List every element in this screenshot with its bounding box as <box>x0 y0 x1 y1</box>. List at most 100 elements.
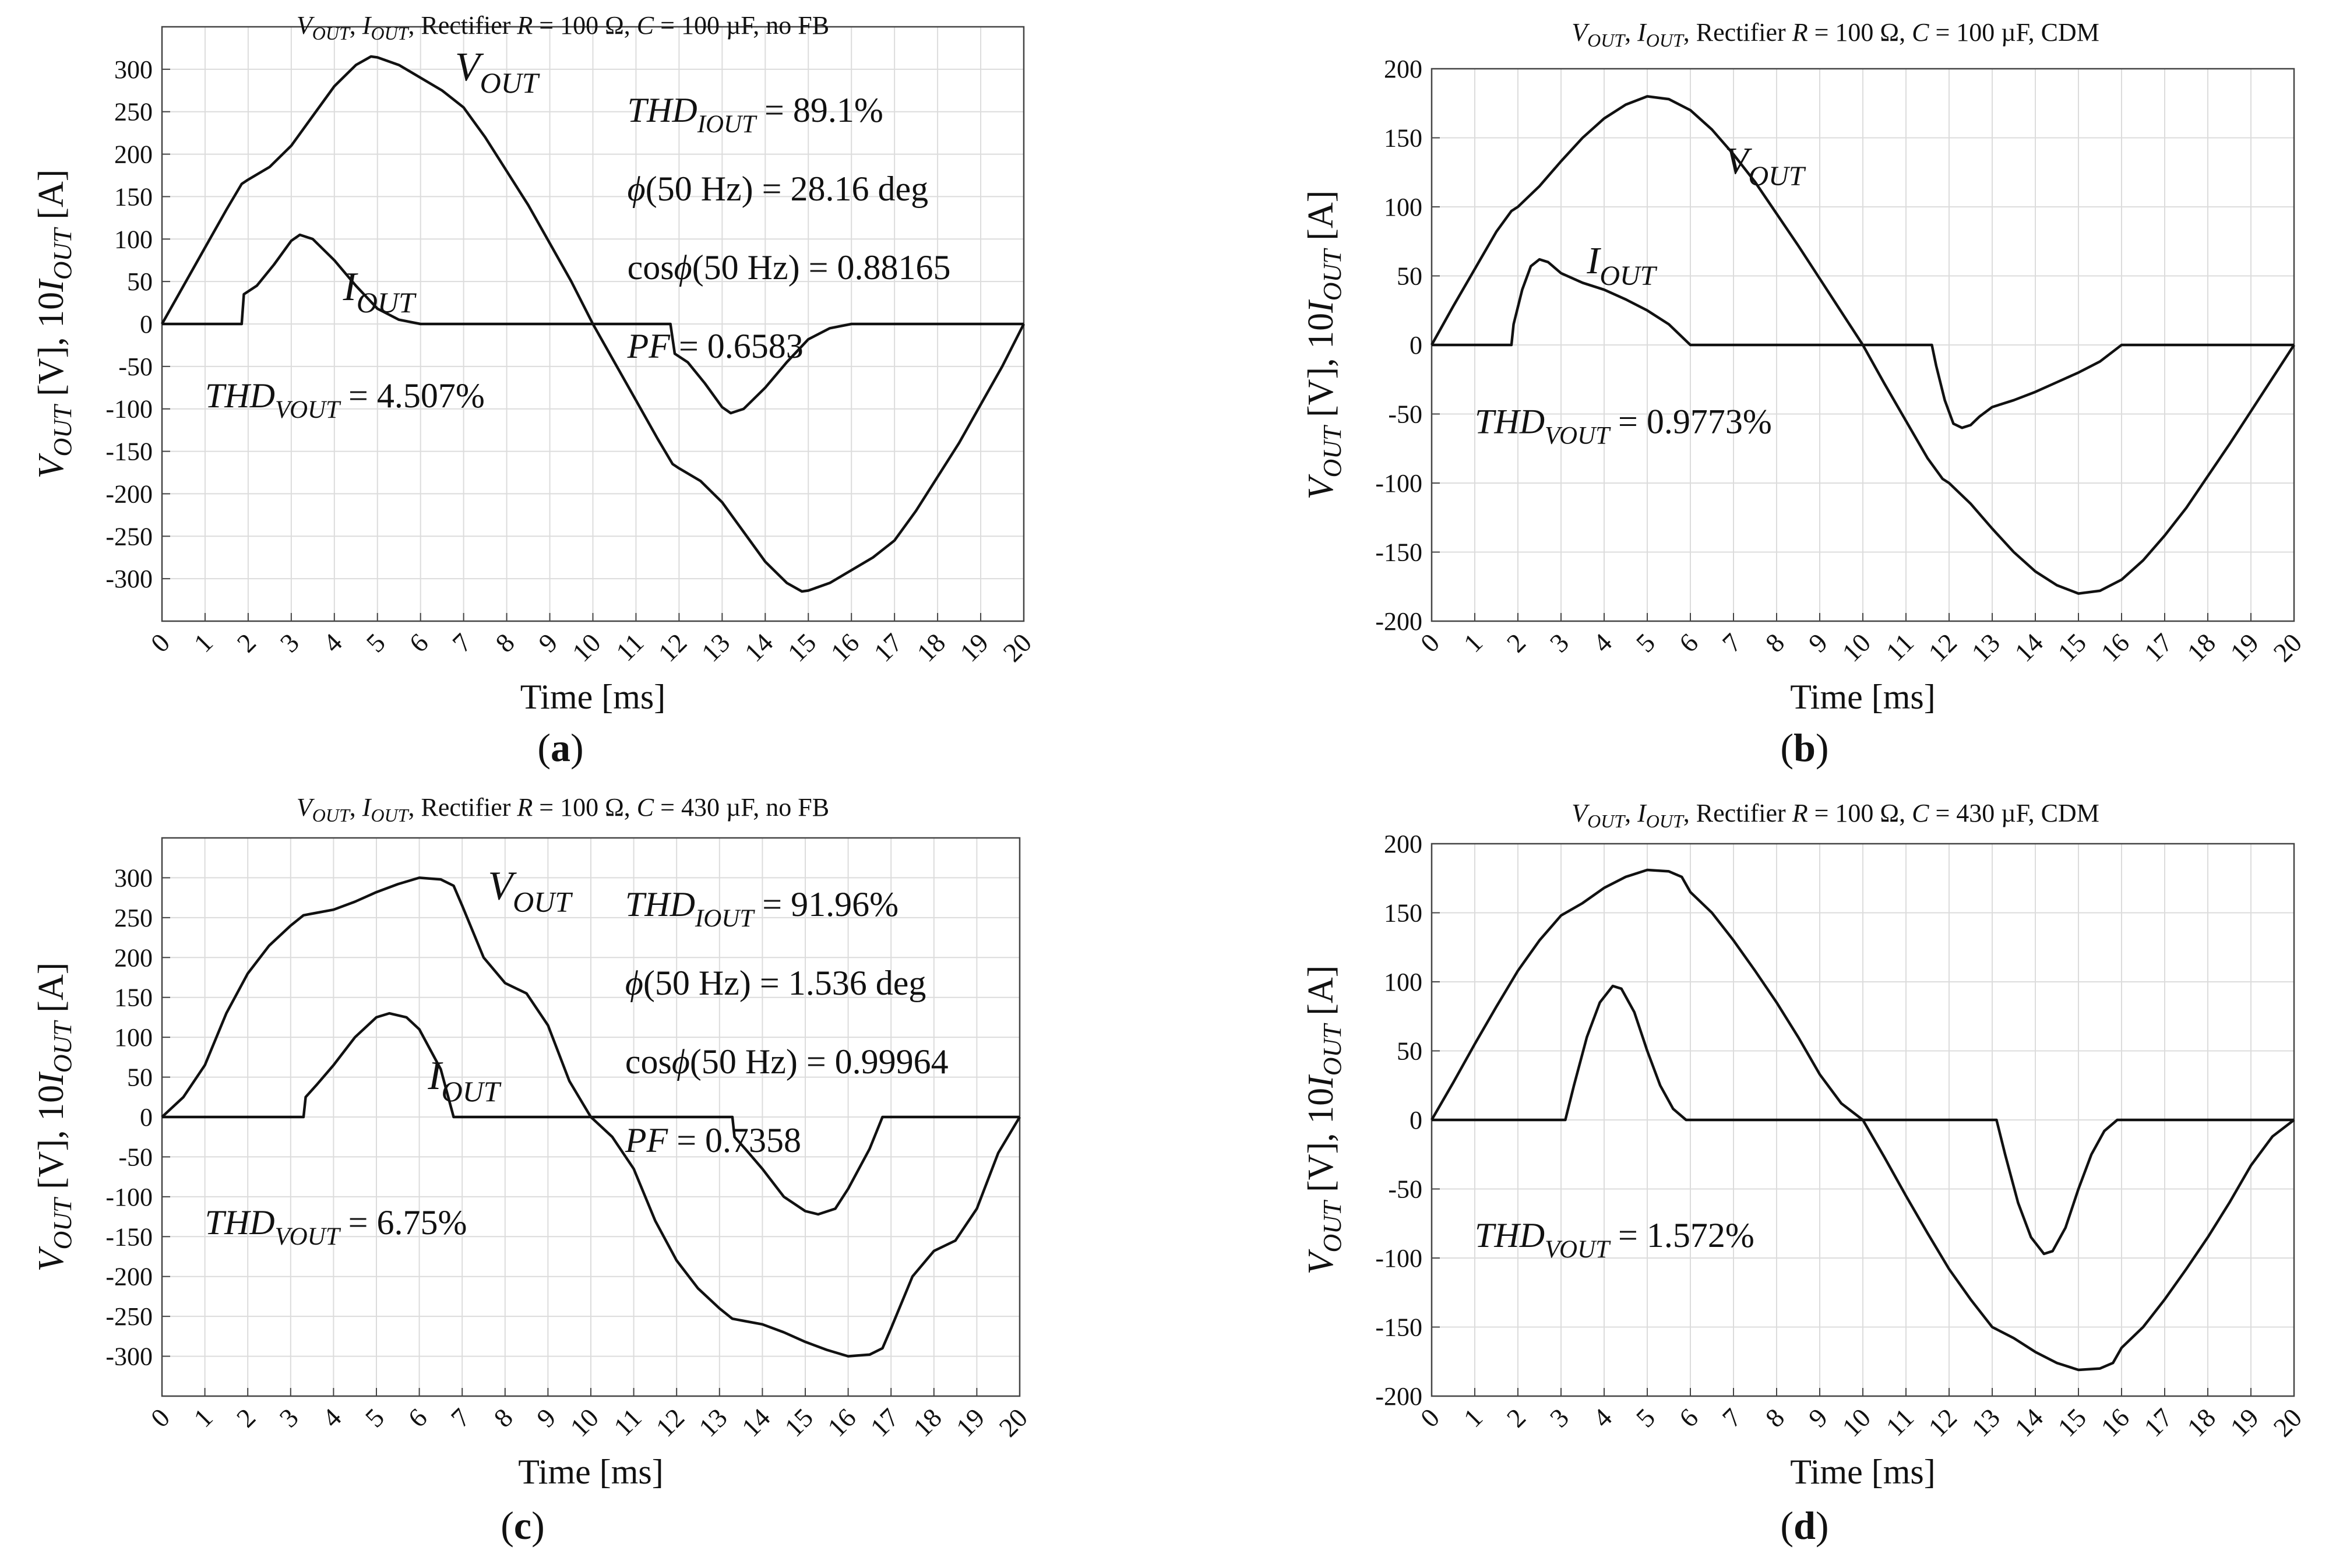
x-tick-label: 3 <box>274 1403 304 1433</box>
y-tick-label: -150 <box>105 1222 153 1251</box>
y-tick-label: -100 <box>105 1183 153 1211</box>
x-tick-label: 9 <box>1803 1403 1833 1433</box>
y-tick-label: 200 <box>114 140 153 169</box>
x-tick-label: 3 <box>274 628 305 658</box>
x-tick-label: 19 <box>954 628 995 668</box>
y-tick-label: 50 <box>127 1063 153 1092</box>
y-tick-label: 250 <box>114 98 153 126</box>
y-tick-label: -200 <box>1375 607 1422 636</box>
annotation-text: VOUT <box>1725 140 1806 192</box>
x-tick-label: 16 <box>822 1403 862 1443</box>
y-tick-label: 50 <box>1397 1037 1422 1066</box>
y-tick-label: -300 <box>105 1343 153 1371</box>
y-tick-label: 0 <box>1410 331 1422 360</box>
x-tick-label: 17 <box>868 628 908 668</box>
y-axis-label: VOUT [V], 10IOUT [A] <box>31 963 77 1272</box>
y-tick-label: 100 <box>114 1023 153 1052</box>
x-tick-label: 13 <box>1965 1403 2006 1443</box>
x-tick-label: 15 <box>2052 1403 2092 1443</box>
x-tick-label: 15 <box>778 1403 819 1443</box>
chart-title: VOUT, IOUT, Rectifier R = 100 Ω, C = 430… <box>1572 799 2099 831</box>
series-line-10iout <box>162 233 1024 415</box>
x-tick-label: 0 <box>145 628 175 658</box>
x-tick-label: 6 <box>1673 1403 1704 1433</box>
y-tick-label: 100 <box>114 225 153 253</box>
x-tick-label: 6 <box>1673 628 1704 658</box>
x-tick-label: 7 <box>1717 1403 1747 1433</box>
x-tick-label: 20 <box>2267 628 2307 668</box>
y-tick-label: -50 <box>118 353 153 381</box>
annotation-text: THDIOUT = 89.1% <box>628 91 883 138</box>
x-tick-label: 13 <box>693 1403 733 1443</box>
x-tick-label: 19 <box>950 1403 991 1443</box>
x-tick-label: 2 <box>1501 628 1531 658</box>
series-line-10iout <box>1432 984 2294 1256</box>
y-tick-label: -50 <box>1388 1175 1422 1204</box>
y-tick-label: -150 <box>1375 1313 1422 1342</box>
chart-title: VOUT, IOUT, Rectifier R = 100 Ω, C = 100… <box>1572 18 2099 51</box>
x-tick-label: 10 <box>1836 1403 1876 1443</box>
x-tick-label: 5 <box>360 628 390 658</box>
x-tick-label: 2 <box>231 628 262 658</box>
annotation-text: PF = 0.6583 <box>627 327 804 365</box>
series-line-10iout <box>162 1012 1020 1216</box>
y-tick-label: -150 <box>105 438 153 466</box>
annotation-text: cosϕ(50 Hz) = 0.99964 <box>625 1042 949 1081</box>
y-tick-label: -100 <box>1375 1244 1422 1273</box>
x-tick-label: 2 <box>231 1403 261 1433</box>
y-tick-label: -300 <box>105 565 153 593</box>
y-tick-label: -200 <box>105 480 153 508</box>
annotation-text: IOUT <box>427 1053 502 1108</box>
y-tick-label: 0 <box>140 1103 153 1132</box>
y-axis-label: VOUT [V], 10IOUT [A] <box>1301 966 1347 1275</box>
y-tick-label: 0 <box>1410 1106 1422 1134</box>
x-tick-label: 7 <box>446 628 477 658</box>
chart-panel-d: 0 1 2 3 4 5 6 7 8 9 10 11 12 13 14 15 16 17 18 19 20-200-150… <box>1301 799 2307 1548</box>
x-tick-label: 19 <box>2224 1403 2264 1443</box>
x-tick-label: 4 <box>318 628 348 658</box>
panel-caption: (b) <box>1780 725 1828 770</box>
x-tick-label: 3 <box>1544 1403 1574 1433</box>
x-tick-label: 17 <box>2138 628 2178 668</box>
y-tick-label: 100 <box>1384 193 1422 221</box>
x-tick-label: 1 <box>1458 1403 1488 1433</box>
x-tick-label: 6 <box>402 1403 432 1433</box>
annotation-text: IOUT <box>1586 239 1657 291</box>
y-tick-label: 50 <box>127 267 153 296</box>
x-tick-label: 8 <box>1760 1403 1790 1433</box>
y-tick-label: -200 <box>1375 1382 1422 1411</box>
x-tick-label: 14 <box>2009 1403 2049 1443</box>
x-tick-label: 20 <box>2267 1403 2307 1443</box>
y-tick-label: 200 <box>114 943 153 972</box>
y-tick-label: -100 <box>1375 469 1422 498</box>
annotation-text: PF = 0.7358 <box>625 1121 801 1160</box>
x-tick-label: 18 <box>2181 628 2221 668</box>
x-tick-label: 15 <box>2052 628 2092 668</box>
x-tick-label: 2 <box>1501 1403 1531 1433</box>
x-axis-label: Time [ms] <box>520 678 666 716</box>
chart-panel-c: 0 1 2 3 4 5 6 7 8 9 10 11 12 13 14 15 16 17 18 19 20-300-250… <box>31 793 1033 1548</box>
x-tick-label: 13 <box>696 628 736 668</box>
x-tick-label: 4 <box>1587 1403 1618 1433</box>
y-tick-label: -100 <box>105 395 153 424</box>
x-tick-label: 18 <box>2181 1403 2221 1443</box>
chart-title: VOUT, IOUT, Rectifier R = 100 Ω, C = 430… <box>297 793 829 826</box>
x-tick-label: 12 <box>650 1403 690 1443</box>
y-tick-label: 300 <box>114 864 153 892</box>
series-line-10iout <box>1432 258 2294 429</box>
annotation-text: THDVOUT = 6.75% <box>205 1203 467 1250</box>
y-tick-label: 250 <box>114 904 153 932</box>
x-tick-label: 9 <box>531 1403 561 1433</box>
x-tick-label: 1 <box>188 628 219 658</box>
y-tick-label: -200 <box>105 1263 153 1291</box>
x-tick-label: 14 <box>736 1403 776 1443</box>
x-tick-label: 14 <box>2009 628 2049 668</box>
x-tick-label: 16 <box>825 628 865 668</box>
x-tick-label: 10 <box>564 1403 604 1443</box>
panel-caption: (a) <box>537 725 583 770</box>
panel-caption: (c) <box>501 1503 545 1548</box>
x-tick-label: 16 <box>2095 628 2135 668</box>
x-tick-label: 11 <box>1880 1403 1919 1442</box>
x-tick-label: 5 <box>1630 628 1661 658</box>
